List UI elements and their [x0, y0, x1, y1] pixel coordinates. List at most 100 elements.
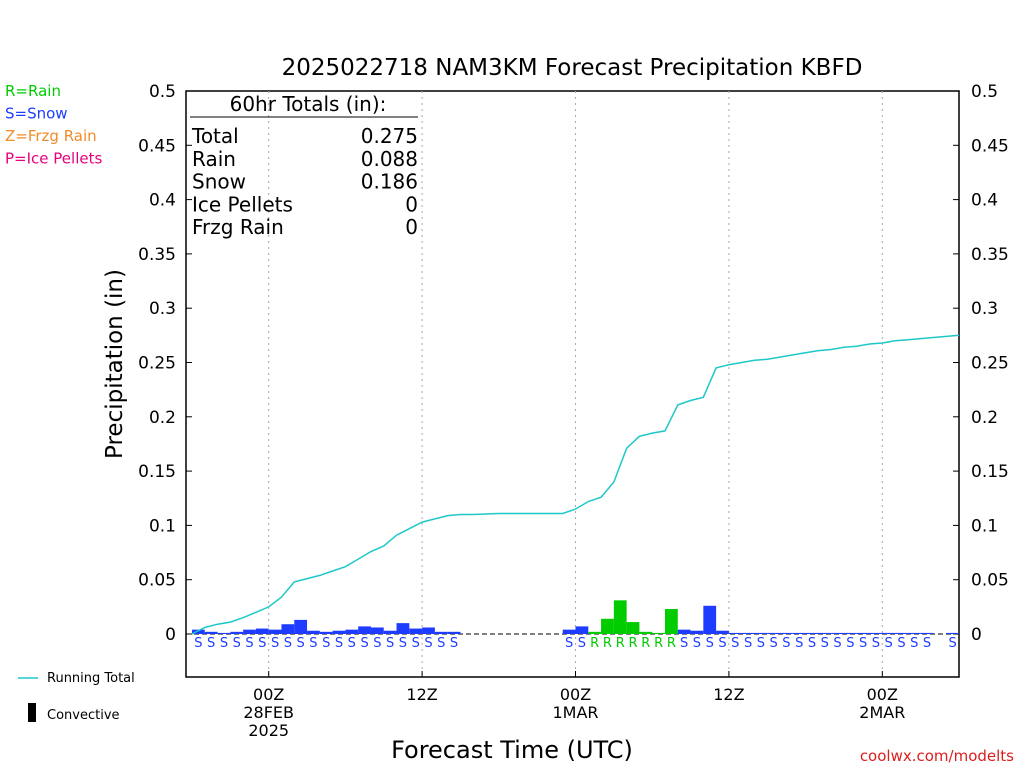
precip-bar — [843, 632, 857, 634]
precip-type-code: R — [616, 636, 625, 651]
x-tick-label: 2MAR — [859, 703, 905, 722]
precip-type-code: S — [718, 636, 726, 651]
type-legend-item: R=Rain — [5, 82, 61, 100]
precip-bar — [613, 600, 627, 634]
precip-type-code: S — [386, 636, 394, 651]
precip-type-code: S — [910, 636, 918, 651]
y-tick-label-right: 0.5 — [971, 82, 998, 102]
precip-type-code: R — [590, 636, 599, 651]
precip-type-code: S — [194, 636, 202, 651]
precip-bar — [358, 626, 371, 634]
precip-type-code: S — [437, 636, 445, 651]
precip-type-code: S — [897, 636, 905, 651]
totals-label: Snow — [192, 170, 246, 194]
y-tick-label: 0.2 — [149, 408, 176, 428]
precip-bar — [447, 631, 461, 634]
precip-bar — [754, 632, 768, 634]
precip-bar — [332, 630, 346, 634]
precip-type-code: S — [859, 636, 867, 651]
precip-bar — [818, 632, 832, 634]
precip-bar — [575, 626, 589, 634]
precip-type-code: S — [706, 636, 714, 651]
precip-bar — [255, 628, 269, 634]
precip-bar — [383, 630, 397, 634]
precip-bar — [831, 632, 844, 634]
precip-type-code: S — [348, 636, 356, 651]
x-tick-label: 00Z — [867, 685, 898, 704]
precip-bar — [434, 631, 448, 634]
totals-header: 60hr Totals (in): — [230, 92, 387, 116]
precip-bar — [767, 632, 781, 634]
precip-type-code: S — [821, 636, 829, 651]
precip-type-legend: R=Rain S=Snow Z=Frzg Rain P=Ice Pellets — [5, 82, 102, 168]
precip-type-code: S — [258, 636, 266, 651]
precip-bar — [294, 619, 308, 634]
precip-bar — [920, 632, 934, 634]
y-tick-label: 0.35 — [138, 245, 176, 265]
precip-type-code: S — [693, 636, 701, 651]
y-tick-label: 0.4 — [149, 191, 176, 211]
totals-label: Ice Pellets — [192, 192, 293, 216]
precip-type-code: S — [373, 636, 381, 651]
totals-value: 0.275 — [361, 124, 418, 148]
y-tick-label-right: 0.05 — [971, 571, 1009, 591]
precip-type-code: S — [578, 636, 586, 651]
precip-type-code: S — [846, 636, 854, 651]
y-tick-label-right: 0.45 — [971, 136, 1009, 156]
precip-type-code: S — [233, 636, 241, 651]
totals-value: 0 — [405, 192, 418, 216]
y-axis-label: Precipitation (in) — [102, 269, 128, 459]
type-legend-item: Z=Frzg Rain — [5, 127, 97, 145]
convective-legend-swatch — [28, 703, 36, 722]
precip-bar — [741, 632, 755, 634]
precip-type-code: S — [450, 636, 458, 651]
precip-bar — [690, 630, 704, 634]
precip-bar — [805, 632, 819, 634]
plot-frame — [185, 90, 960, 678]
precip-type-code: R — [667, 636, 676, 651]
precip-bar — [869, 632, 883, 634]
precip-bar — [230, 631, 244, 634]
precip-type-code: S — [399, 636, 407, 651]
precip-bar — [895, 632, 908, 634]
precip-bar — [370, 627, 384, 634]
precip-type-code: S — [207, 636, 215, 651]
y-tick-label: 0.45 — [138, 136, 176, 156]
precip-bar — [907, 632, 921, 634]
precip-type-code: S — [245, 636, 253, 651]
precip-bar — [677, 629, 691, 634]
x-axis-label: Forecast Time (UTC) — [391, 736, 633, 764]
x-tick-label: 00Z — [560, 685, 591, 704]
precip-type-code: S — [782, 636, 790, 651]
precip-type-code: R — [641, 636, 650, 651]
precip-bar — [716, 630, 729, 634]
running-total-legend-label: Running Total — [47, 671, 135, 686]
x-tick-label: 1MAR — [552, 703, 598, 722]
x-tick-label: 2025 — [248, 721, 289, 740]
y-tick-label: 0.25 — [138, 354, 176, 374]
y-axis-left: 0 0.05 0.1 0.15 0.2 0.25 0.3 0.35 0.4 0.45 0.5 — [138, 82, 192, 645]
chart-title: 2025022718 NAM3KM Forecast Precipitation… — [282, 55, 863, 81]
hourly-bars — [192, 600, 959, 634]
precip-bar — [409, 628, 423, 634]
y-axis-right: 0 0.05 0.1 0.15 0.2 0.25 0.3 0.35 0.4 0.45 0.5 — [953, 82, 1009, 645]
precip-bar — [856, 632, 870, 634]
totals-value: 0.186 — [361, 170, 418, 194]
precip-type-code: S — [744, 636, 752, 651]
vertical-grid — [268, 91, 883, 677]
precip-bar — [652, 632, 665, 634]
x-tick-label: 28FEB — [243, 703, 294, 722]
precip-type-code: S — [284, 636, 292, 651]
precip-type-code: S — [833, 636, 841, 651]
x-tick-label: 12Z — [406, 685, 437, 704]
precip-type-code: S — [731, 636, 739, 651]
totals-box: 60hr Totals (in): Total 0.275 Rain 0.088 Snow… — [190, 92, 418, 239]
precip-bar — [882, 632, 896, 634]
y-tick-label-right: 0.15 — [971, 462, 1009, 482]
y-tick-label-right: 0.4 — [971, 191, 998, 211]
precip-type-code: S — [565, 636, 573, 651]
precip-bar — [601, 618, 614, 634]
y-tick-label-right: 0.1 — [971, 516, 998, 536]
precip-type-code: S — [770, 636, 778, 651]
